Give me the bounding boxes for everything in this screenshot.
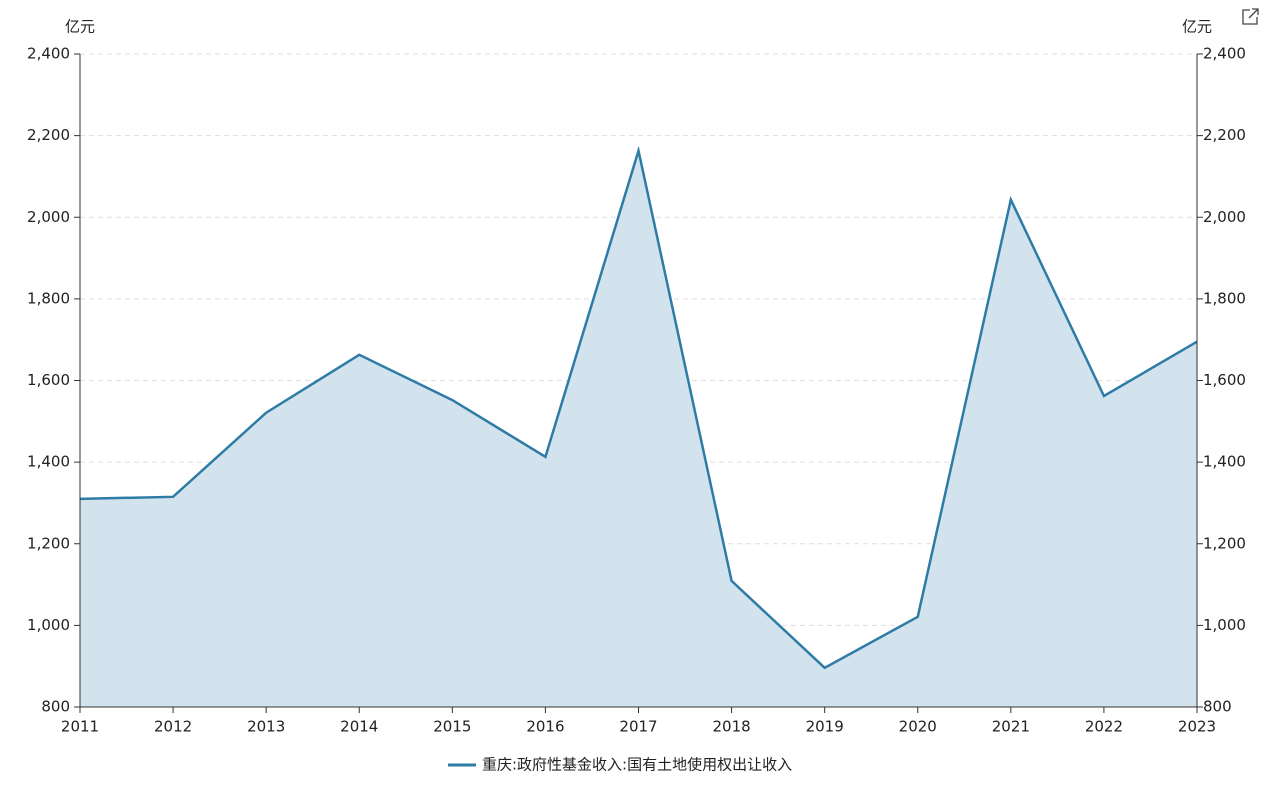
y2-unit: 亿元 — [1182, 18, 1212, 36]
y2-tick-label: 1,000 — [1203, 616, 1246, 634]
y2-tick-label: 1,400 — [1203, 453, 1246, 471]
x-tick-label: 2013 — [247, 718, 285, 736]
x-tick-label: 2020 — [899, 718, 937, 736]
y-tick-label: 1,200 — [27, 534, 70, 552]
x-tick-label: 2017 — [619, 718, 657, 736]
y-tick-label: 800 — [41, 698, 70, 716]
y2-tick-label: 2,000 — [1203, 208, 1246, 226]
y-tick-label: 1,000 — [27, 616, 70, 634]
line — [79, 145, 1198, 670]
y2-tick-label: 1,800 — [1203, 289, 1246, 307]
y-tick-label: 2,000 — [27, 208, 70, 226]
x-tick-label: 2019 — [806, 718, 844, 736]
y-tick-label: 1,800 — [27, 289, 70, 307]
x-tick-label: 2016 — [526, 718, 564, 736]
y-unit: 亿元 — [65, 18, 95, 36]
y2-tick-label: 2,400 — [1203, 45, 1246, 63]
y2-tick-label: 2,200 — [1203, 126, 1246, 144]
x-tick-label: 2021 — [992, 718, 1030, 736]
x-tick-label: 2015 — [433, 718, 471, 736]
expand-icon[interactable] — [1242, 8, 1259, 25]
x-tick-label: 2018 — [712, 718, 750, 736]
x-tick-label: 2022 — [1085, 718, 1123, 736]
y-tick-label: 2,400 — [27, 45, 70, 63]
y2-tick-label: 1,600 — [1203, 371, 1246, 389]
legend-label: 重庆:政府性基金收入:国有土地使用权出让收入 — [482, 756, 792, 774]
x-tick-label: 2012 — [154, 718, 192, 736]
x-tick-label: 2011 — [61, 718, 99, 736]
y2-tick-label: 1,200 — [1203, 534, 1246, 552]
y-tick-label: 1,400 — [27, 453, 70, 471]
x-tick-label: 2014 — [340, 718, 378, 736]
area — [80, 150, 1197, 707]
x-tick-label: 2023 — [1178, 718, 1216, 736]
y-tick-label: 2,200 — [27, 126, 70, 144]
y2-tick-label: 800 — [1203, 698, 1232, 716]
y-tick-label: 1,600 — [27, 371, 70, 389]
